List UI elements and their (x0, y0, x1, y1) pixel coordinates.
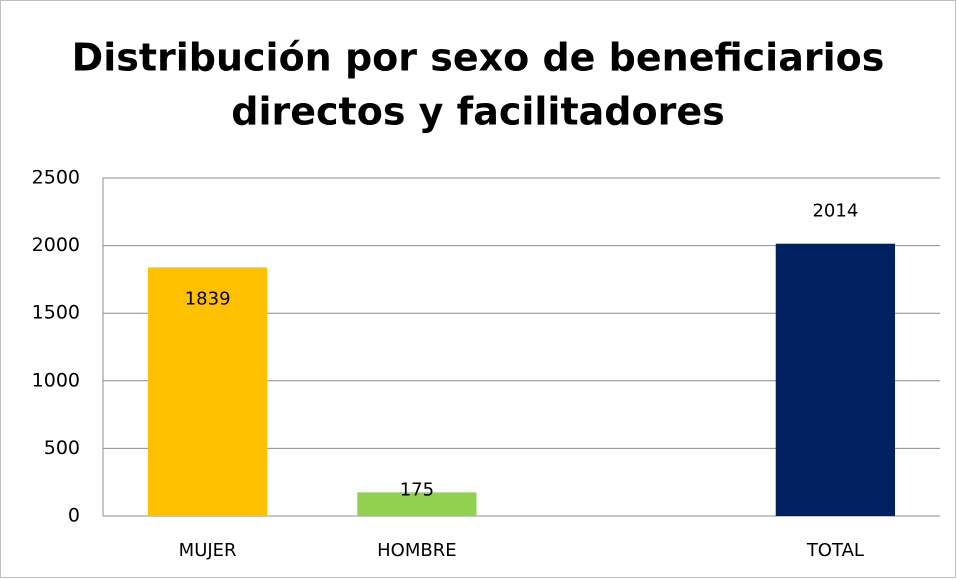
y-tick-label: 2500 (32, 167, 80, 189)
y-tick-label: 1000 (32, 369, 80, 391)
data-label: 2014 (812, 201, 858, 222)
y-tick-label: 0 (68, 505, 80, 527)
chart-title: Distribución por sexo de beneficiarios (72, 36, 885, 80)
chart-title: directos y facilitadores (231, 90, 724, 134)
bar (775, 243, 896, 516)
x-tick-label: TOTAL (806, 540, 864, 561)
bar (357, 492, 477, 516)
x-tick-label: MUJER (179, 540, 237, 561)
y-tick-label: 1500 (32, 302, 80, 324)
y-tick-label: 2000 (32, 234, 80, 256)
data-label: 1839 (185, 288, 231, 309)
x-tick-label: HOMBRE (377, 540, 456, 561)
bar (147, 267, 268, 516)
data-label: 175 (400, 479, 434, 500)
y-tick-label: 500 (44, 437, 80, 459)
